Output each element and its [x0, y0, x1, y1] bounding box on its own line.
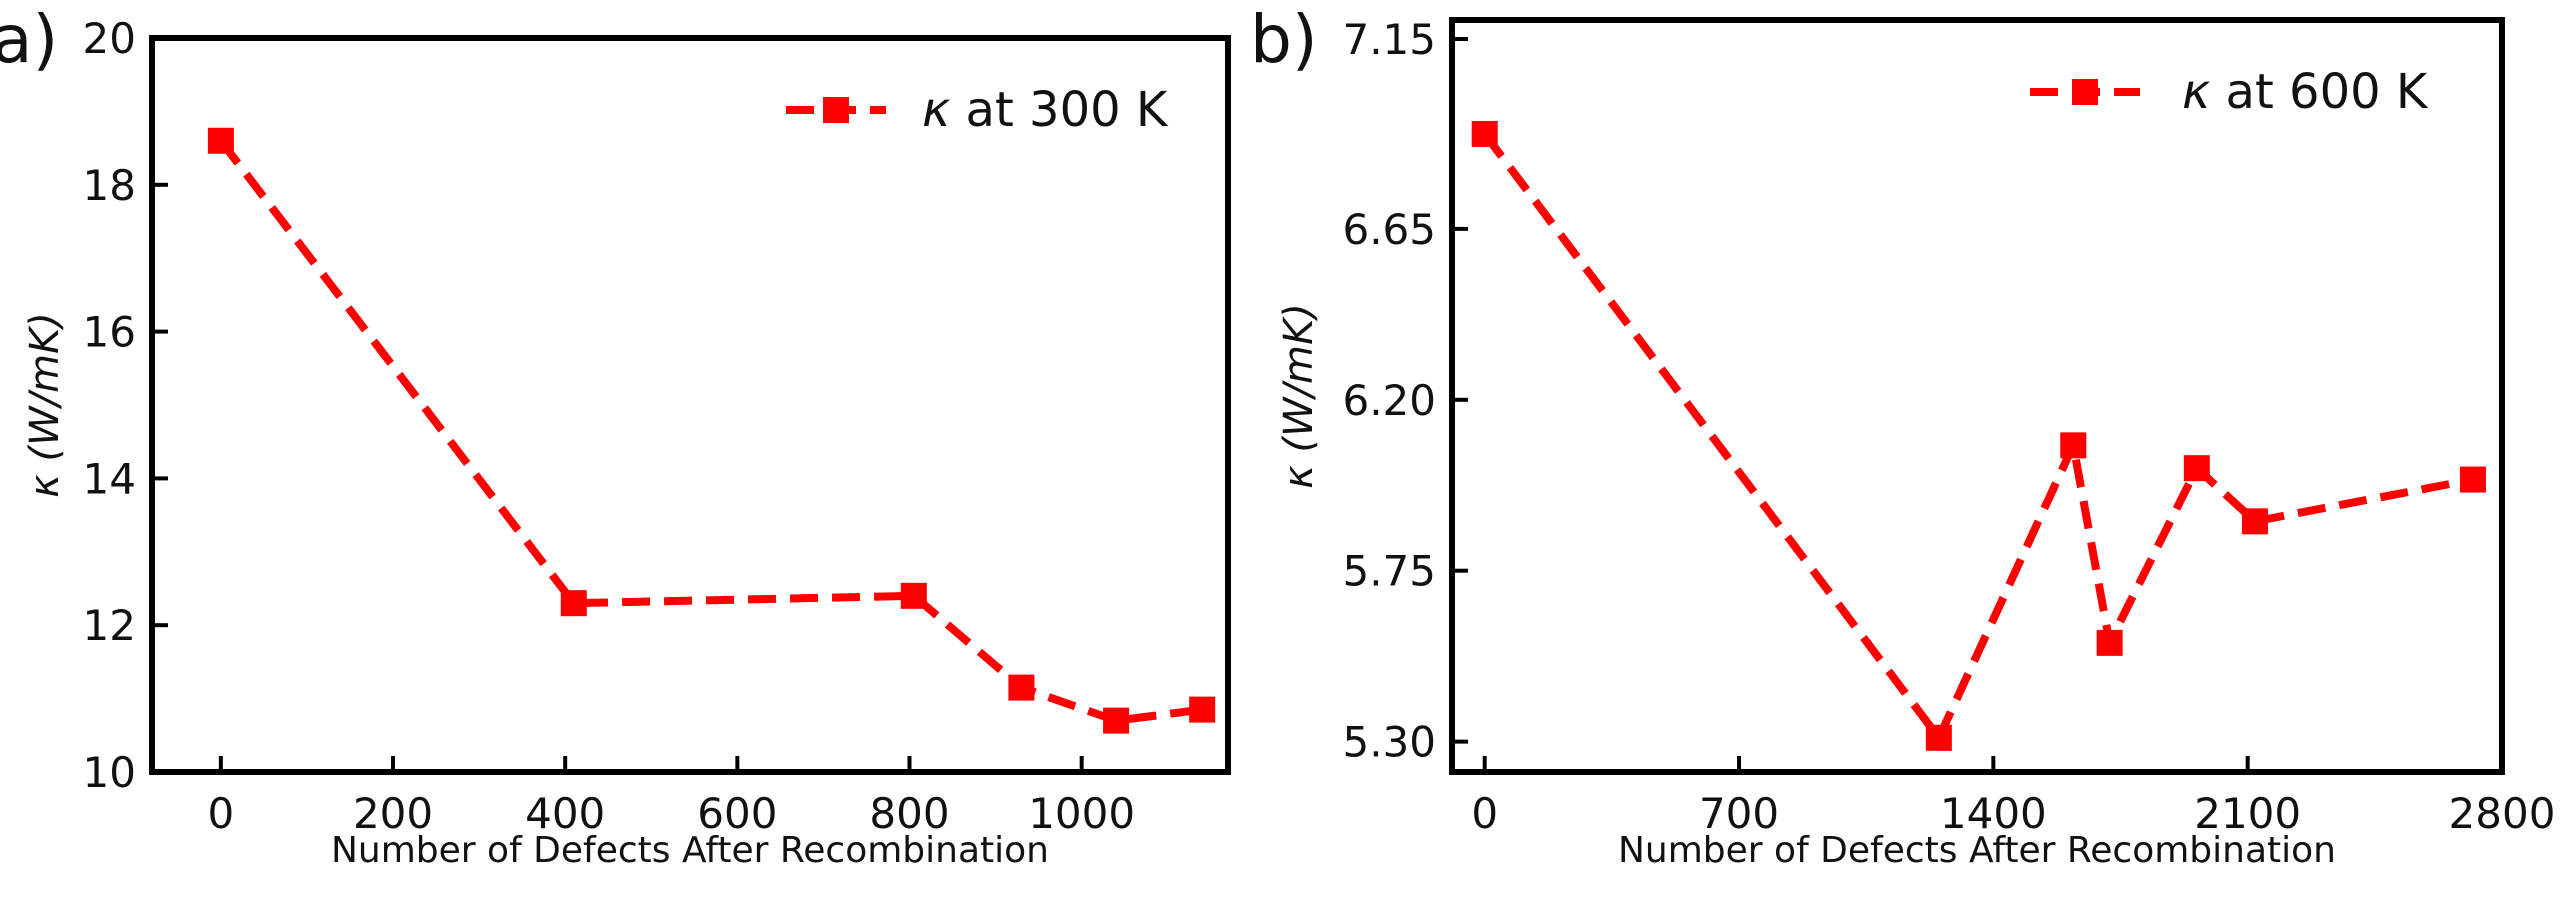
panel-label: a): [0, 1, 58, 78]
x-tick-label: 700: [1699, 789, 1779, 838]
y-tick-label: 5.30: [1342, 718, 1436, 767]
data-point: [1008, 674, 1035, 701]
x-tick-label: 2800: [2449, 789, 2556, 838]
data-point: [207, 127, 234, 154]
data-point: [2241, 508, 2268, 535]
axes-frame: [149, 35, 1231, 775]
series-line: [217, 138, 1203, 725]
y-tick-label: 10: [83, 748, 136, 797]
x-axis-label: Number of Defects After Recombination: [1618, 830, 2336, 871]
legend-label: κ at 300 K: [922, 82, 1169, 138]
data-point: [2096, 629, 2123, 656]
panel-label: b): [1250, 1, 1318, 78]
y-tick-label: 20: [83, 14, 136, 63]
data-point: [2459, 466, 2486, 493]
legend-label: κ at 600 K: [2182, 64, 2429, 120]
y-axis-label: κ (W/mK): [1276, 303, 1322, 489]
data-point: [900, 582, 927, 609]
data-point: [1471, 120, 1498, 147]
data-point: [1189, 696, 1216, 723]
x-tick-label: 1000: [1028, 789, 1135, 838]
y-tick-label: 18: [83, 161, 136, 210]
x-tick-label: 600: [697, 789, 777, 838]
axes-frame: [1449, 17, 2505, 775]
panel-a: a) κ at 300 K 0 200 400 600 800 1000 10 12 14 16 18 2…: [0, 1, 1231, 871]
y-tick-label: 7.15: [1342, 15, 1436, 64]
data-point: [2183, 455, 2210, 482]
x-tick-label: 0: [207, 789, 234, 838]
y-tick-label: 16: [83, 308, 136, 357]
data-point: [1103, 707, 1130, 734]
panel-b: b) κ at 600 K 0 700 1400 2100 2800 5.30 5.75 6.20…: [1250, 1, 2555, 871]
series-line: [1481, 131, 2474, 742]
x-tick-label: 0: [1471, 789, 1498, 838]
x-tick-label: 1400: [1940, 789, 2047, 838]
x-tick-label: 2100: [2194, 789, 2301, 838]
x-tick-label: 400: [525, 789, 605, 838]
y-tick-label: 6.65: [1342, 205, 1436, 254]
legend-marker: [823, 97, 849, 123]
data-point: [1925, 724, 1952, 751]
legend-marker: [2072, 79, 2098, 105]
x-tick-label: 200: [353, 789, 433, 838]
x-tick-label: 800: [869, 789, 949, 838]
data-point: [2060, 432, 2087, 459]
y-tick-label: 14: [83, 454, 136, 503]
x-axis-label: Number of Defects After Recombination: [331, 830, 1049, 871]
y-tick-label: 12: [83, 601, 136, 650]
y-tick-label: 6.20: [1342, 376, 1436, 425]
y-tick-label: 5.75: [1342, 547, 1436, 596]
data-point: [560, 590, 587, 617]
y-axis-label: κ (W/mK): [22, 312, 68, 498]
